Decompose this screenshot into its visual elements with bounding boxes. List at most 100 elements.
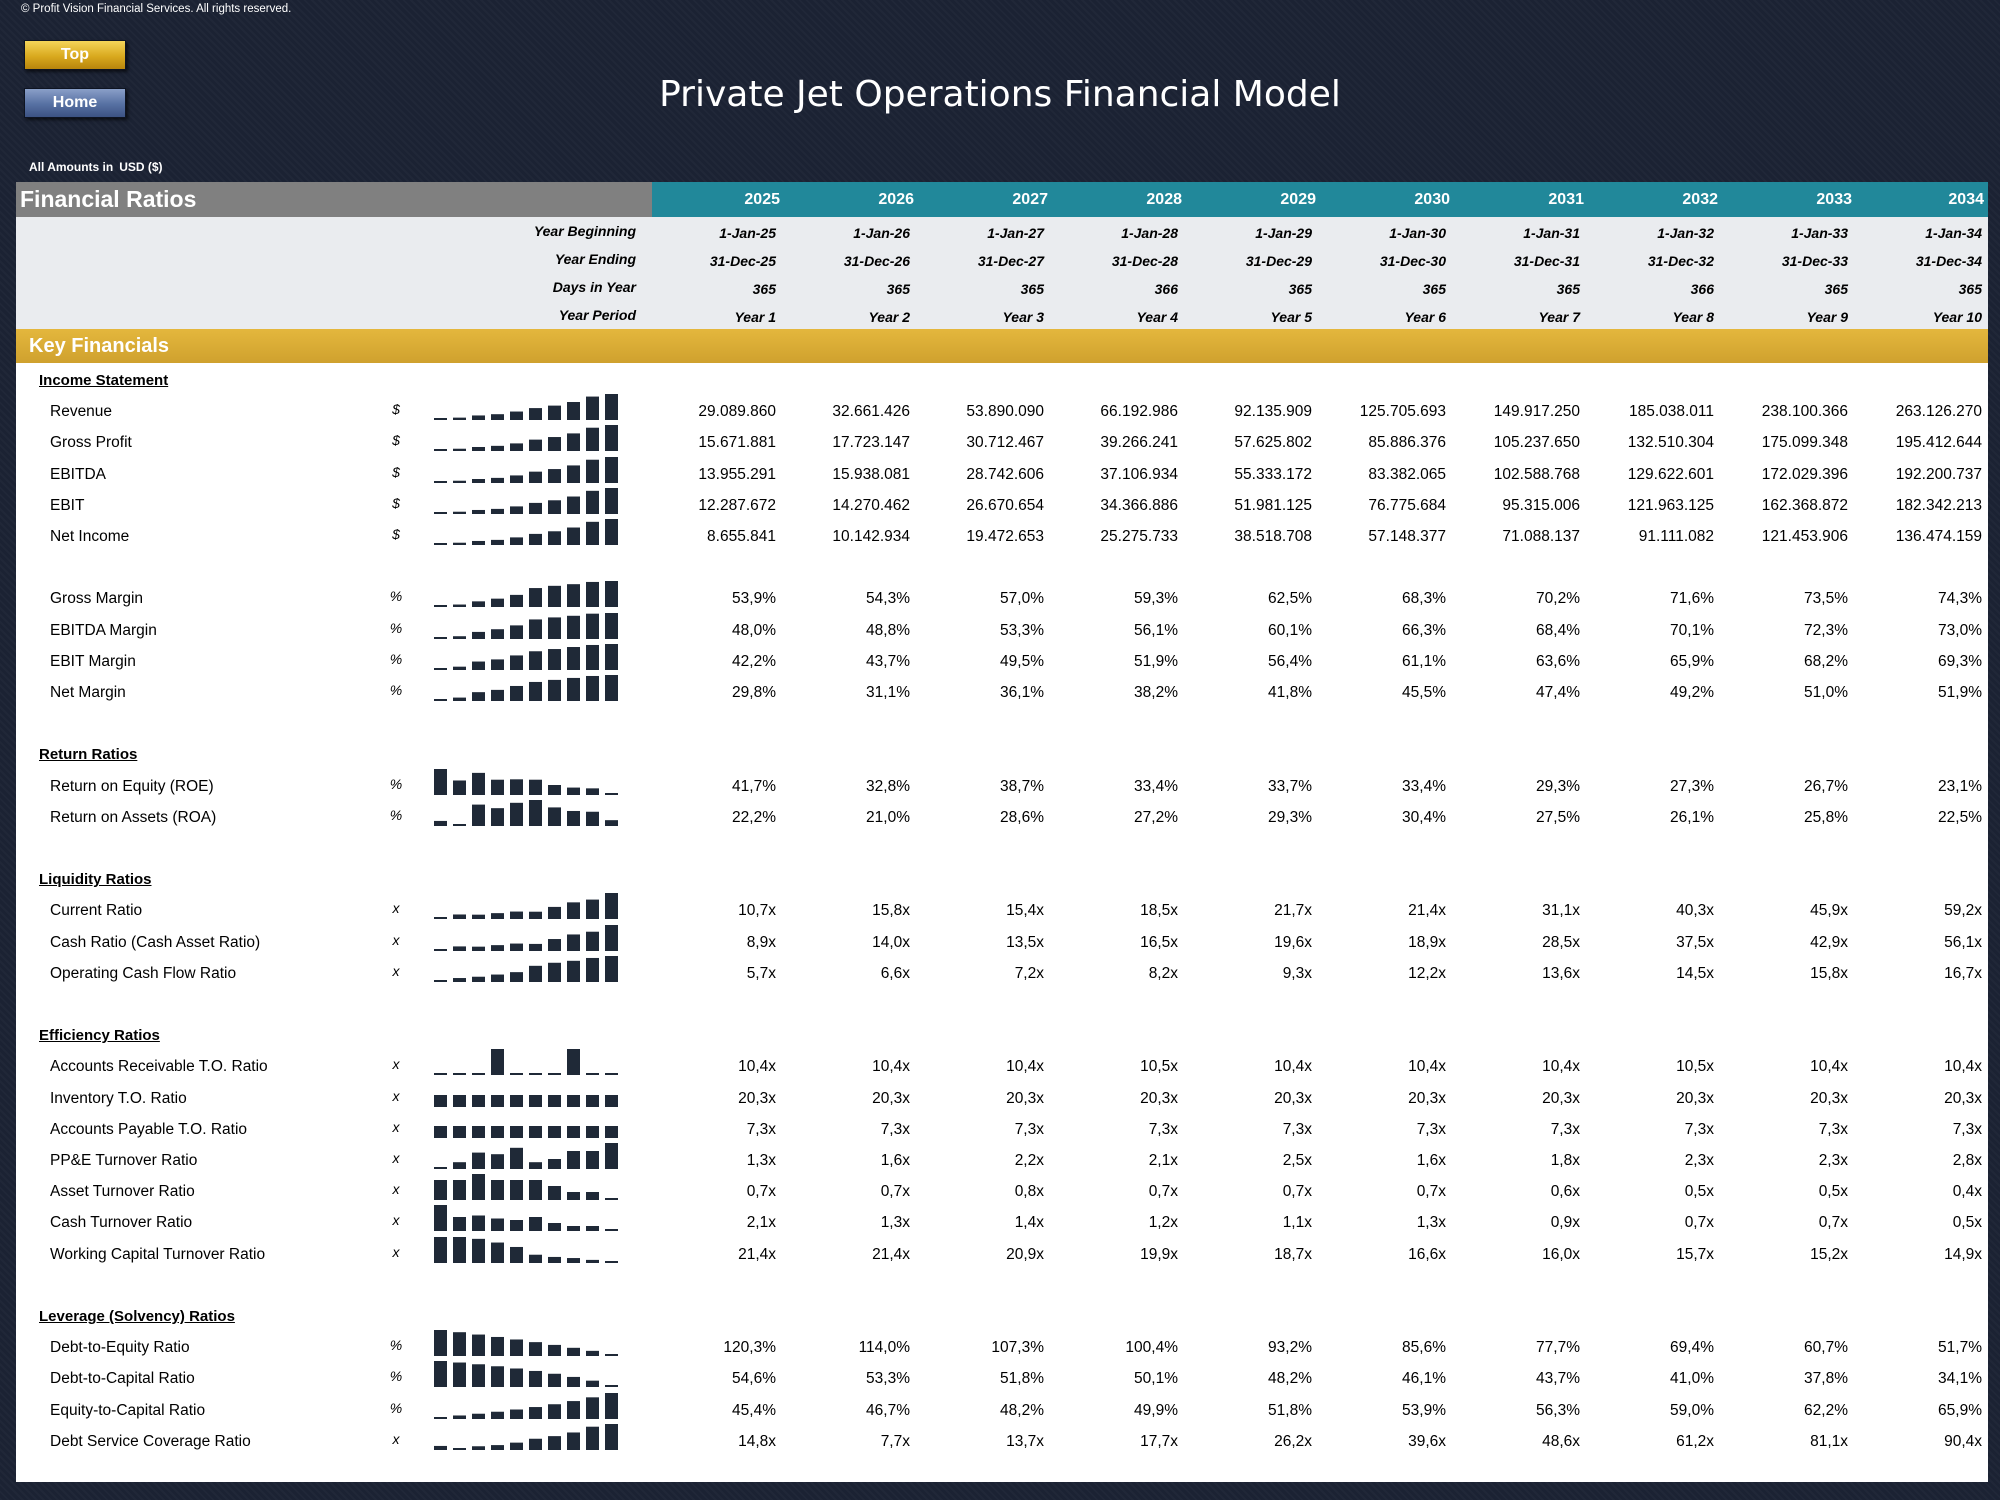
sparkline-bar	[453, 823, 466, 826]
cell-value: 8.655.841	[707, 528, 776, 545]
sparkline-chart	[434, 955, 618, 982]
sparkline-bar	[586, 1226, 599, 1232]
sparkline-bar	[605, 643, 618, 670]
cell-value: 1,3x	[880, 1214, 910, 1232]
sparkline-bar	[605, 675, 618, 701]
sparkline-bar	[586, 811, 599, 826]
sparkline-bar	[586, 1426, 599, 1450]
home-button[interactable]: Home	[24, 88, 126, 118]
sparkline-bar	[586, 1396, 599, 1419]
year-1: 2026	[878, 191, 914, 208]
cell-value: 149.917.250	[1493, 403, 1580, 421]
sparkline-bar	[453, 1162, 466, 1169]
sparkline-bar	[586, 931, 599, 951]
row-label: Net Margin	[50, 684, 126, 701]
sparkline-bar	[453, 604, 466, 608]
cell-value: 21,7x	[1274, 902, 1312, 920]
sparkline-bar	[567, 433, 580, 452]
cell-value: 1,6x	[1416, 1152, 1446, 1169]
cell-value: 49,9%	[1134, 1401, 1178, 1419]
cell-value: 1,2x	[1148, 1214, 1178, 1232]
cell-value: 74,3%	[1938, 590, 1982, 608]
row-label: EBITDA	[50, 465, 106, 483]
cell-value: 13,5x	[1006, 933, 1044, 951]
cell-value: 13,7x	[1006, 1432, 1044, 1450]
unit-label: $	[392, 401, 400, 418]
sparkline-bar	[453, 417, 466, 421]
cell-value: 91.111.082	[1638, 528, 1714, 545]
year-8: 2033	[1816, 191, 1852, 208]
row-label: Operating Cash Flow Ratio	[50, 964, 237, 982]
cell-value: 34,1%	[1938, 1370, 1982, 1388]
header-value: 31-Dec-33	[1781, 253, 1848, 269]
sparkline-bar	[453, 1332, 466, 1357]
sparkline-bar	[567, 787, 580, 795]
cell-value: 55.333.172	[1234, 465, 1312, 483]
cell-value: 121.453.906	[1761, 528, 1848, 545]
cell-value: 46,7%	[866, 1401, 910, 1419]
sparkline-bar	[472, 915, 485, 920]
section-title: Efficiency Ratios	[39, 1027, 160, 1045]
row-label: EBIT Margin	[50, 652, 136, 670]
sparkline-bar	[548, 531, 561, 545]
cell-value: 48,2%	[1000, 1401, 1044, 1419]
sparkline-bar	[491, 1094, 504, 1107]
sparkline-bar	[510, 1147, 523, 1169]
cell-value: 12.287.672	[698, 496, 776, 514]
cell-value: 77,7%	[1536, 1339, 1580, 1357]
cell-value: 21,4x	[738, 1245, 776, 1263]
cell-value: 7,7x	[880, 1432, 910, 1450]
cell-value: 62,5%	[1268, 590, 1312, 608]
header-value: 31-Dec-34	[1915, 253, 1982, 269]
unit-label: $	[392, 526, 400, 542]
sparkline-bar	[605, 1423, 618, 1450]
top-button[interactable]: Top	[24, 40, 126, 70]
sparkline-bar	[453, 1236, 466, 1263]
cell-value: 29,3%	[1536, 777, 1580, 795]
sparkline-bar	[434, 636, 447, 639]
row-label: Debt-to-Capital Ratio	[50, 1370, 195, 1388]
sparkline-bar	[472, 415, 485, 421]
sparkline-bar	[510, 624, 523, 639]
cell-value: 72,3%	[1804, 621, 1848, 639]
cell-value: 65,9%	[1670, 652, 1714, 670]
header-value: 31-Dec-31	[1513, 253, 1580, 269]
sparkline-bar	[434, 820, 447, 826]
sparkline-bar	[548, 1256, 561, 1263]
cell-value: 14,8x	[738, 1432, 776, 1450]
sparkline-chart	[434, 768, 618, 795]
unit-label: $	[392, 463, 400, 480]
sparkline-bar	[605, 1385, 618, 1388]
cell-value: 15,8x	[872, 902, 910, 920]
sparkline-bar	[453, 542, 466, 545]
sparkline-bar	[529, 965, 542, 982]
unit-label: %	[389, 619, 403, 636]
sparkline-bar	[434, 768, 447, 795]
sparkline-bar	[434, 948, 447, 951]
sparkline-bar	[453, 449, 466, 452]
sparkline-bar	[510, 1125, 523, 1138]
cell-value: 38,7%	[1000, 777, 1044, 795]
cell-value: 15.671.881	[698, 434, 776, 452]
cell-value: 14,0x	[872, 933, 910, 951]
year-9: 2034	[1948, 191, 1984, 208]
sparkline-bar	[567, 1400, 580, 1419]
sparkline-bar	[434, 543, 447, 545]
cell-value: 2,3x	[1818, 1152, 1848, 1169]
cell-value: 51,0%	[1804, 684, 1848, 701]
sparkline-bar	[567, 1257, 580, 1263]
row-label: PP&E Turnover Ratio	[50, 1152, 198, 1169]
cell-value: 0,6x	[1550, 1183, 1580, 1201]
cell-value: 105.237.650	[1493, 434, 1580, 452]
row-label: Return on Equity (ROE)	[50, 777, 214, 795]
sparkline-bar	[548, 784, 561, 795]
cell-value: 10,4x	[738, 1058, 776, 1076]
header-value: 31-Dec-26	[843, 253, 910, 269]
cell-value: 1,8x	[1550, 1152, 1580, 1169]
cell-value: 15.938.081	[832, 465, 910, 483]
cell-value: 66,3%	[1402, 621, 1446, 639]
sparkline-bar	[529, 779, 542, 795]
sparkline-bar	[567, 1049, 580, 1076]
sparkline-bar	[434, 511, 447, 514]
cell-value: 20,3x	[872, 1089, 910, 1107]
